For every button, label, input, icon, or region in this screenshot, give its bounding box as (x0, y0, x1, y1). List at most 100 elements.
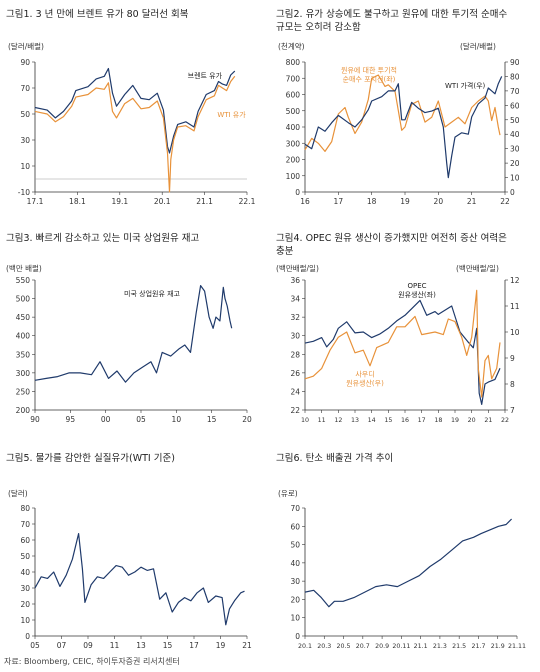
fig4-ytick-right-label: 12 (510, 276, 520, 285)
fig4-unit-left: (백만배럴/일) (276, 263, 319, 273)
fig3-ytick-label: 400 (16, 332, 31, 341)
fig6-xtick-label: 20.3 (317, 643, 331, 650)
fig5-xtick-label: 13 (136, 641, 146, 650)
fig4-xtick-label: 19 (451, 417, 459, 424)
fig2-ytick-right-label: 60 (510, 101, 520, 110)
fig2-xtick-label: 17 (334, 197, 344, 206)
fig5-ytick-label: 20 (20, 600, 30, 609)
fig1-xtick-label: 21.1 (196, 197, 213, 206)
fig6-ytick-label: 30 (290, 577, 300, 586)
fig6-unit-left: (유로) (278, 489, 298, 498)
fig1-ytick-label: 30 (20, 136, 30, 145)
fig1-label-wti: WTI 유가 (217, 110, 246, 119)
fig4-ytick-label: 24 (290, 387, 300, 396)
fig4-xtick-label: 18 (434, 417, 442, 424)
fig4-xtick-label: 13 (351, 417, 359, 424)
fig4-ytick-label: 32 (290, 313, 300, 322)
fig4-xtick-label: 21 (484, 417, 492, 424)
fig3-label-stock: 미국 상업원유 재고 (124, 289, 181, 298)
fig5-unit-left: (달러) (8, 489, 28, 498)
fig1-title: 그림1. 3 년 만에 브렌트 유가 80 달러선 회복 (6, 9, 189, 20)
fig4-xtick-label: 16 (401, 417, 409, 424)
fig5-ytick-label: 70 (20, 520, 30, 529)
fig3-ytick-label: 500 (16, 295, 31, 304)
fig2-ytick-label: 300 (286, 139, 301, 148)
fig3-panel: 그림3. 빠르게 감소하고 있는 미국 상업원유 재고 (백만 배럴) 200 250… (0, 228, 265, 438)
fig5-xtick-label: 17 (189, 641, 199, 650)
fig2-ytick-right-label: 80 (510, 72, 520, 81)
fig3-series-0 (34, 285, 233, 383)
fig6-xtick-label: 21.5 (452, 643, 466, 650)
fig5-ytick-label: 50 (20, 552, 30, 561)
fig1-unit-left: (달러/배럴) (8, 42, 44, 51)
fig3-ytick-label: 200 (16, 406, 31, 415)
fig1-ytick-label: 70 (20, 84, 30, 93)
fig2-ytick-label: 0 (295, 188, 300, 197)
fig6-ytick-label: 50 (290, 541, 300, 550)
fig2-series-1 (304, 76, 503, 179)
fig2-unit-left: (천계약) (278, 41, 305, 51)
fig4-series-1 (304, 289, 501, 398)
fig6-ytick-label: 20 (290, 595, 300, 604)
fig5-xtick-label: 15 (163, 641, 173, 650)
fig5-series-0 (34, 533, 245, 626)
fig2-ytick-right-label: 70 (510, 87, 520, 96)
fig1-series-0 (34, 67, 236, 154)
fig1-ytick-label: 10 (20, 162, 30, 171)
fig4-panel: 그림4. OPEC 원유 생산이 증가했지만 여전히 증산 여력은 충분 (백만배… (270, 228, 540, 438)
fig4-ytick-right-label: 8 (510, 380, 515, 389)
fig1-panel: 그림1. 3 년 만에 브렌트 유가 80 달러선 회복 (달러/배럴) -10 10… (0, 4, 265, 214)
fig6-xtick-label: 20.1 (298, 643, 312, 650)
fig2-title: 그림2. 유가 상승에도 불구하고 원유에 대한 투기적 순매수 규모는 오히려… (276, 9, 508, 33)
fig4-xtick-label: 22 (501, 417, 509, 424)
fig6-ytick-label: 40 (290, 559, 300, 568)
fig2-unit-right: (달러/배럴) (460, 42, 496, 51)
fig4-ytick-label: 34 (290, 295, 300, 304)
source-note: 자료: Bloomberg, CEIC, 하이투자증권 리서치센터 (4, 657, 180, 666)
fig3-ytick-label: 450 (16, 313, 31, 322)
fig1-svg: (달러/배럴) -10 10 30 50 70 90 17.1 18.1 19.1 20.1 21.1… (8, 42, 256, 206)
fig6-xtick-label: 21.7 (471, 643, 485, 650)
fig2-label-wti: WTI 가격(우) (445, 81, 486, 90)
fig3-xtick-label: 20 (242, 415, 252, 424)
fig6-xtick-label: 21.1 (414, 643, 428, 650)
fig1-label-brent: 브렌트 유가 (188, 71, 223, 80)
fig2-xtick-label: 16 (300, 197, 310, 206)
fig4-xtick-label: 10 (301, 417, 309, 424)
fig6-series-0 (304, 518, 513, 608)
fig4-xtick-label: 20 (468, 417, 476, 424)
fig4-xtick-label: 17 (418, 417, 426, 424)
fig4-xtick-label: 12 (334, 417, 342, 424)
fig5-xtick-label: 19 (216, 641, 226, 650)
fig4-ytick-label: 28 (290, 350, 300, 359)
fig4-ytick-right-label: 9 (510, 354, 515, 363)
fig6-panel: 그림6. 탄소 배출권 가격 추이 (유로) 0 10 20 30 40 50 60 70 20.1… (270, 448, 540, 658)
fig3-xtick-label: 00 (101, 415, 111, 424)
fig2-ytick-label: 600 (286, 91, 301, 100)
fig5-title: 그림5. 물가를 감안한 실질유가(WTI 기준) (6, 453, 175, 464)
fig6-ytick-label: 10 (290, 614, 300, 623)
fig6-xtick-label: 20.9 (375, 643, 389, 650)
fig3-ytick-label: 250 (16, 387, 31, 396)
fig6-xtick-label: 20.5 (337, 643, 351, 650)
fig1-xtick-label: 22.1 (239, 197, 256, 206)
fig5-xtick-label: 11 (110, 641, 120, 650)
fig4-xtick-label: 14 (368, 417, 376, 424)
fig4-ytick-right-label: 10 (510, 328, 520, 337)
fig2-svg: (천계약) (달러/배럴) 0 100 200 300 400 500 600 700 800 0 10… (278, 41, 520, 206)
fig6-title: 그림6. 탄소 배출권 가격 추이 (276, 453, 394, 464)
fig2-ytick-right-label: 30 (510, 145, 520, 154)
fig3-xtick-label: 90 (30, 415, 40, 424)
fig5-ytick-label: 40 (20, 568, 30, 577)
fig1-xtick-label: 19.1 (111, 197, 128, 206)
fig2-ytick-label: 500 (286, 107, 301, 116)
fig4-xtick-label: 11 (318, 417, 326, 424)
fig5-ytick-label: 0 (25, 632, 30, 641)
fig3-unit-left: (백만 배럴) (6, 263, 42, 273)
fig4-ytick-label: 26 (290, 369, 300, 378)
fig2-ytick-right-label: 50 (510, 116, 520, 125)
fig2-ytick-right-label: 10 (510, 174, 520, 183)
fig4-label-opec: OPEC 원유생산(좌) (398, 282, 436, 299)
fig2-ytick-label: 100 (286, 172, 301, 181)
fig2-xtick-label: 20 (434, 197, 444, 206)
